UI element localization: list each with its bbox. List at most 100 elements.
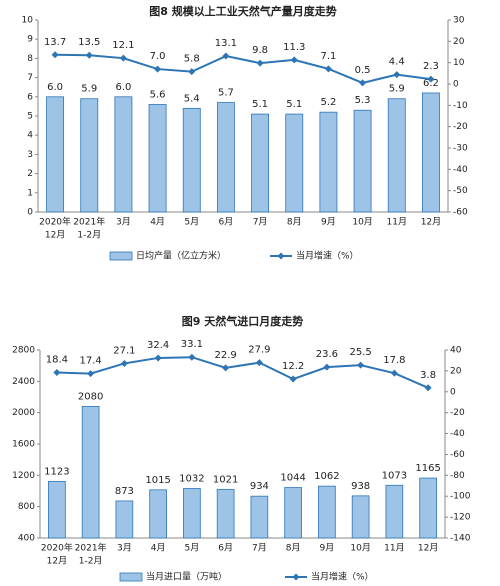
value-label: 5.8 (184, 54, 200, 65)
x-tick-label: 4月 (150, 217, 165, 228)
value-label: 6.0 (47, 82, 63, 93)
line-marker (188, 68, 196, 76)
x-tick-label: 12月 (418, 543, 438, 554)
value-label: 1021 (213, 474, 238, 485)
y2-tick-label: -60 (450, 450, 465, 460)
line-marker (154, 354, 162, 362)
line-marker (222, 364, 230, 372)
y2-tick-label: 0 (450, 387, 456, 397)
x-tick-label: 7月 (252, 543, 267, 554)
value-label: 3.8 (420, 370, 436, 381)
value-label: 873 (115, 486, 134, 497)
y-tick-label: 2800 (12, 346, 35, 356)
y-tick-label: 1200 (12, 471, 35, 481)
value-label: 1032 (179, 473, 204, 484)
value-label: 27.1 (113, 345, 135, 356)
x-tick-label: 2021年 (73, 216, 105, 228)
chart-title: 图9 天然气进口月度走势 (182, 314, 303, 328)
value-label: 33.1 (181, 339, 203, 350)
y2-tick-label: 20 (453, 37, 465, 47)
x-tick-label: 8月 (286, 543, 301, 554)
x-tick-label: 5月 (185, 543, 200, 554)
y2-tick-label: 30 (453, 16, 465, 26)
value-label: 22.9 (214, 350, 236, 361)
value-label: 27.9 (248, 345, 270, 356)
bar (149, 489, 167, 539)
line-marker (87, 370, 95, 378)
y-tick-label: 800 (18, 502, 35, 512)
y-tick-label: 4 (27, 131, 33, 141)
value-label: 1123 (44, 466, 69, 477)
y-tick-label: 5 (27, 112, 33, 122)
line (56, 356, 429, 389)
x-tick-label: 11月 (384, 543, 404, 554)
y-tick-label: 10 (22, 16, 34, 26)
value-label: 17.8 (383, 355, 405, 366)
value-label: 13.5 (78, 37, 100, 48)
line-marker (357, 361, 365, 369)
y-tick-label: 9 (27, 35, 33, 45)
x-tick-label: 2020年 (41, 542, 73, 554)
value-label: 5.1 (252, 99, 268, 110)
line-marker (51, 51, 59, 59)
value-label: 6.2 (423, 78, 439, 89)
value-label: 25.5 (349, 347, 371, 358)
value-label: 0.5 (355, 65, 371, 76)
bar (81, 405, 100, 539)
bar (80, 98, 99, 213)
value-label: 7.0 (150, 51, 166, 62)
line-marker (154, 65, 162, 73)
value-label: 18.4 (46, 355, 68, 366)
value-label: 5.9 (389, 84, 405, 95)
y2-tick-label: -40 (453, 165, 468, 175)
line-marker (53, 369, 61, 377)
bar (421, 92, 440, 213)
legend-swatch (119, 572, 143, 582)
line-marker (222, 52, 230, 60)
y2-tick-label: 20 (450, 366, 462, 376)
bar (351, 495, 370, 539)
y-tick-label: 0 (27, 208, 33, 218)
value-label: 2.3 (423, 61, 439, 72)
line-marker (324, 65, 332, 73)
x-tick-label: 7月 (253, 217, 268, 228)
legend-swatch (109, 251, 133, 261)
y-tick-label: 1600 (12, 440, 35, 450)
bar (48, 480, 66, 539)
value-label: 32.4 (147, 340, 169, 351)
line-marker (255, 359, 263, 367)
bar (250, 495, 269, 539)
line (55, 53, 432, 84)
y2-tick-label: -30 (453, 144, 468, 154)
x-tick-label: 6月 (218, 543, 233, 554)
line-marker (289, 375, 297, 383)
bar (419, 477, 437, 539)
y-tick-label: 7 (27, 73, 33, 83)
x-tick-label: 8月 (287, 217, 302, 228)
y-tick-label: 3 (27, 150, 33, 160)
bar (183, 488, 201, 539)
y-tick-label: 2 (27, 169, 33, 179)
value-label: 5.2 (320, 97, 336, 108)
value-label: 23.6 (316, 349, 338, 360)
value-label: 11.3 (283, 42, 305, 53)
legend-marker (292, 573, 300, 581)
y2-tick-label: 10 (453, 58, 465, 68)
y2-tick-label: -80 (450, 471, 465, 481)
y2-tick-label: 0 (453, 80, 459, 90)
value-label: 5.6 (150, 89, 166, 100)
y2-tick-label: -40 (450, 429, 465, 439)
x-tick-label: 1-2月 (79, 556, 103, 567)
y2-tick-label: -20 (450, 408, 465, 418)
y2-tick-label: -10 (453, 101, 468, 111)
bar (216, 102, 235, 213)
line-marker (119, 54, 127, 62)
x-tick-label: 9月 (320, 543, 335, 554)
x-tick-label: 1-2月 (77, 230, 101, 241)
x-tick-label: 10月 (350, 543, 370, 554)
y2-tick-label: -140 (450, 534, 471, 544)
line-marker (188, 353, 196, 361)
y-tick-label: 2000 (12, 408, 35, 418)
value-label: 1073 (382, 470, 407, 481)
value-label: 13.7 (44, 37, 66, 48)
